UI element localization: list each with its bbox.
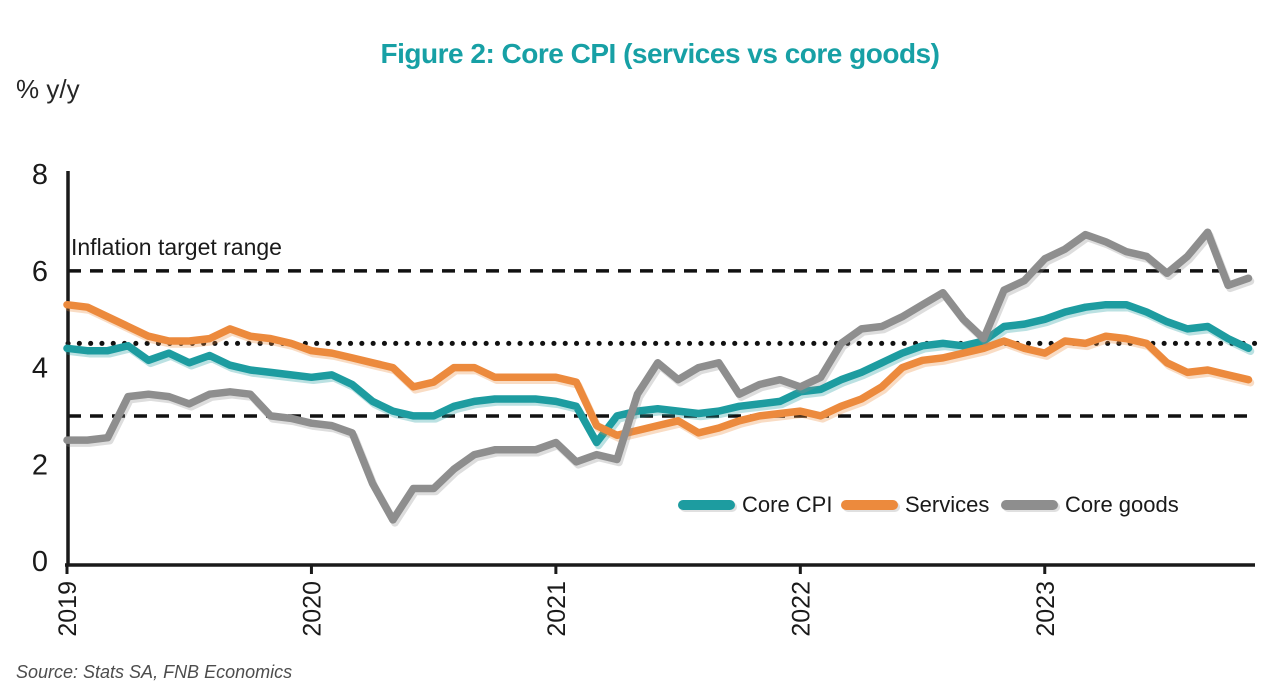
x-tick-label-2023: 2023 bbox=[1032, 581, 1060, 637]
y-axis-unit-label: % y/y bbox=[16, 74, 80, 104]
x-tick-label-2020: 2020 bbox=[298, 581, 326, 637]
y-tick-label-6: 6 bbox=[32, 256, 48, 288]
series-line-core-goods bbox=[63, 228, 1253, 524]
x-tick-label-2019: 2019 bbox=[54, 581, 82, 637]
series-line-services bbox=[63, 300, 1253, 440]
y-tick-label-0: 0 bbox=[32, 546, 48, 578]
chart-title: Figure 2: Core CPI (services vs core goo… bbox=[380, 38, 940, 69]
y-tick-label-2: 2 bbox=[32, 449, 48, 481]
x-tick-label-2022: 2022 bbox=[787, 581, 815, 637]
y-tick-label-4: 4 bbox=[32, 353, 48, 385]
series-line-core-cpi bbox=[63, 300, 1253, 447]
y-tick-label-8: 8 bbox=[32, 159, 48, 191]
source-note: Source: Stats SA, FNB Economics bbox=[16, 662, 293, 682]
inflation-target-annotation: Inflation target range bbox=[71, 234, 282, 260]
x-tick-label-2021: 2021 bbox=[543, 581, 571, 637]
